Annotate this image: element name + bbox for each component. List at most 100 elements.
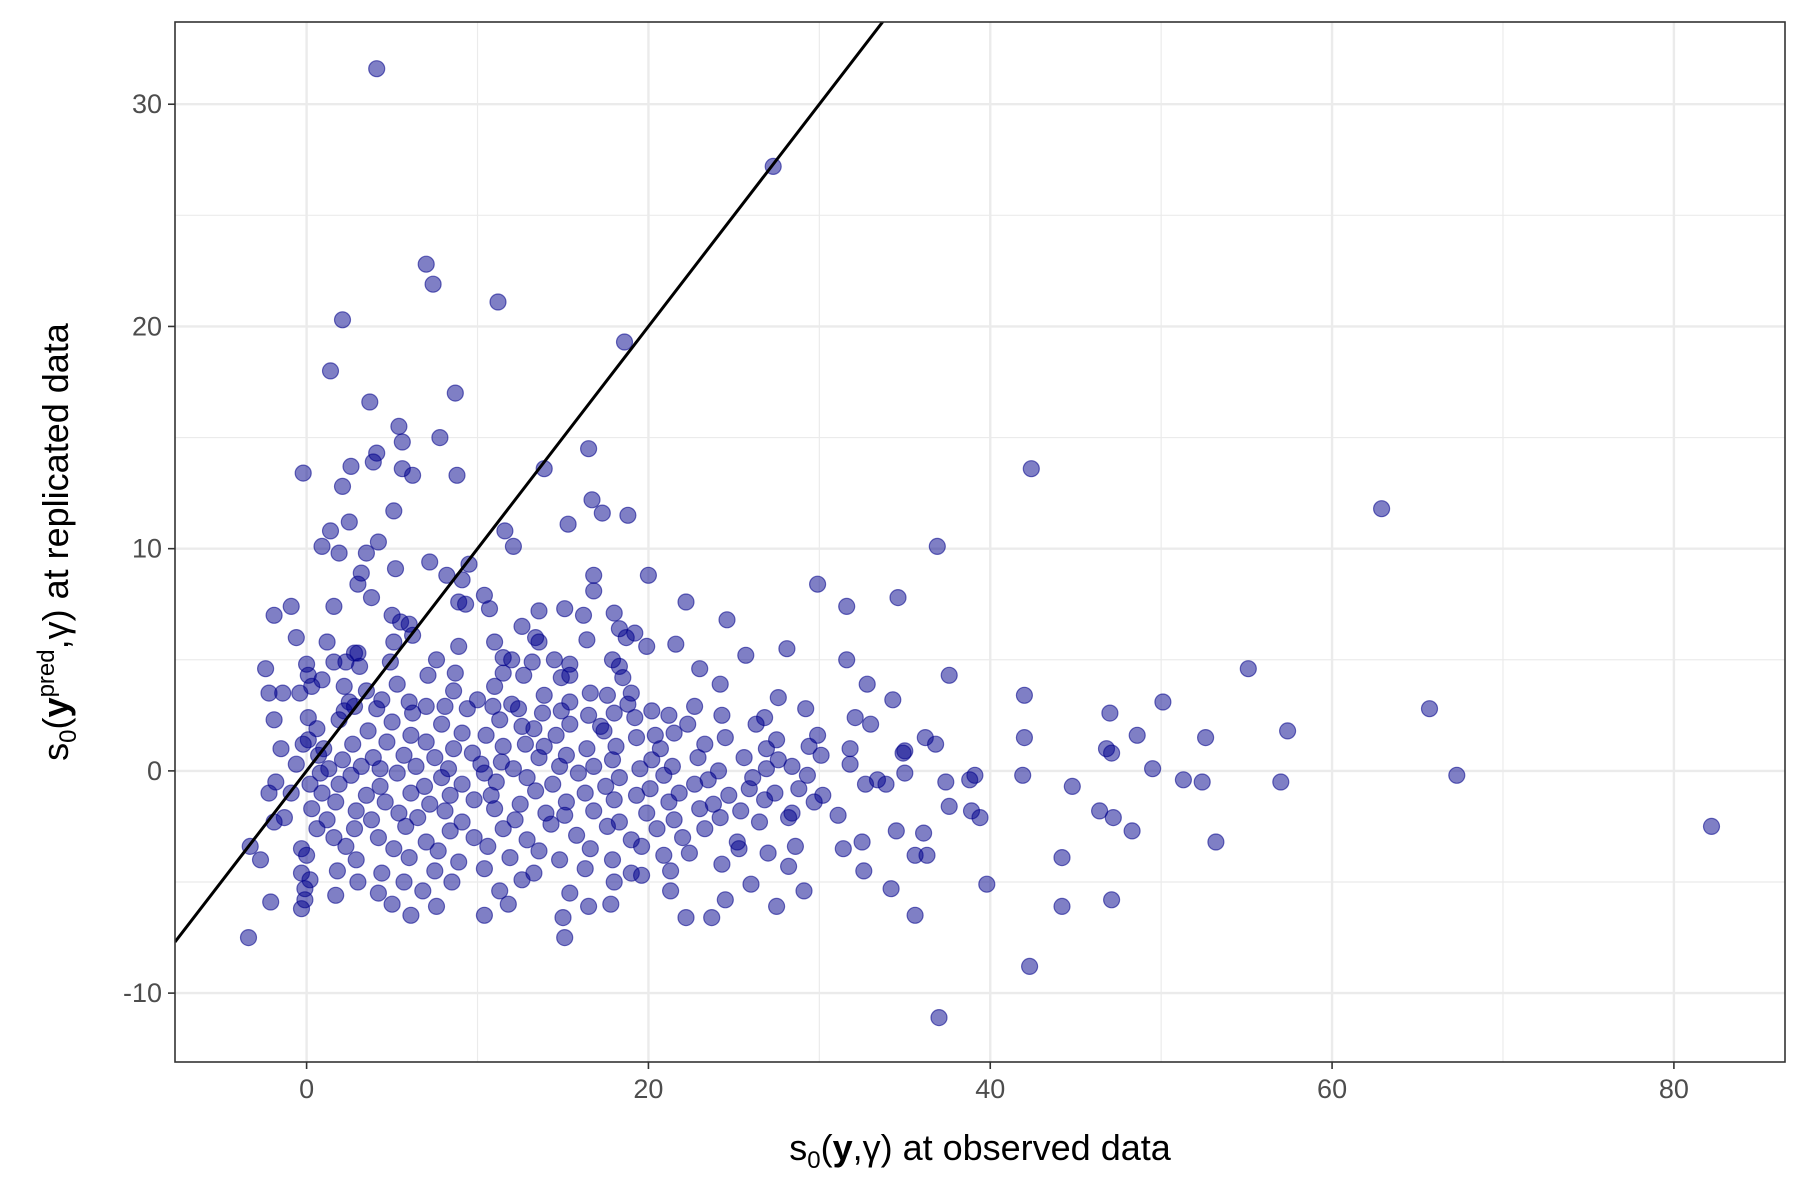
data-point [605,791,623,809]
data-point [561,666,579,684]
data-point [887,822,905,840]
data-point [330,544,348,562]
y-tick-label: 10 [132,534,162,564]
data-point [364,453,382,471]
data-point [559,515,577,533]
data-point [626,624,644,642]
data-point [349,873,367,891]
data-point [619,695,637,713]
data-point [371,760,389,778]
data-point [321,522,340,540]
data-point [769,688,787,707]
data-point [453,775,471,793]
data-point [417,255,435,273]
data-point [769,751,787,769]
data-point [325,653,343,671]
data-point [665,811,683,829]
data-point [747,715,765,733]
data-point [325,828,343,847]
data-point [486,677,504,696]
data-point [397,817,415,836]
data-point [757,760,776,778]
data-point [685,775,704,793]
data-point [436,697,454,716]
data-point [369,884,387,902]
data-point [265,711,283,729]
data-point [311,764,329,782]
data-point [578,740,596,758]
data-point [450,853,468,871]
data-point [667,635,685,653]
data-point [720,786,738,804]
data-point [260,684,278,702]
data-point [251,851,270,869]
data-point [385,840,403,858]
data-point [940,797,958,816]
data-point [838,651,856,669]
data-point [513,617,531,636]
data-points [239,60,1721,1027]
data-point [889,588,907,607]
data-point [795,882,813,900]
data-point [896,764,914,782]
data-point [515,666,533,684]
data-point [547,726,565,744]
data-point [465,828,483,847]
data-point [585,582,603,600]
data-point [1104,808,1122,827]
data-point [503,651,521,669]
data-point [362,588,381,607]
data-point [378,733,396,751]
data-point [730,840,748,858]
data-point [778,640,796,658]
data-point [292,900,311,918]
data-point [971,808,989,827]
data-point [552,702,570,720]
data-point [333,751,352,769]
data-point [829,806,847,824]
data-point [598,817,617,836]
data-point [627,728,646,747]
data-point [388,675,406,693]
data-point [395,746,413,764]
x-tick-label: 80 [1659,1074,1689,1104]
data-point [362,811,381,829]
data-point [598,686,617,704]
data-point [593,504,611,522]
data-point [390,804,408,822]
data-point [272,740,290,758]
x-tick-label: 40 [975,1074,1005,1104]
data-point [805,793,823,811]
data-point [605,873,623,891]
x-tick-label: 0 [299,1074,314,1104]
data-point [585,566,603,584]
data-point [404,466,422,484]
data-point [581,840,599,858]
data-point [655,846,673,864]
data-point [786,837,805,856]
data-point [1102,744,1121,762]
data-point [1196,728,1215,747]
data-point [626,708,644,727]
data-point [603,851,622,869]
data-point [530,633,548,651]
data-point [417,733,435,751]
data-point [585,757,603,776]
data-point [327,793,345,811]
data-point [287,628,305,647]
data-point [937,773,955,791]
data-point [732,802,750,820]
data-point [1022,460,1040,478]
data-point [643,702,661,720]
data-point [716,891,734,909]
data-point [479,837,497,856]
data-point [407,757,425,776]
data-point [779,857,798,876]
data-point [661,862,680,880]
data-point [1101,704,1119,722]
data-point [808,575,827,593]
data-point [357,786,375,804]
data-point [1193,773,1211,791]
data-point [431,429,449,447]
